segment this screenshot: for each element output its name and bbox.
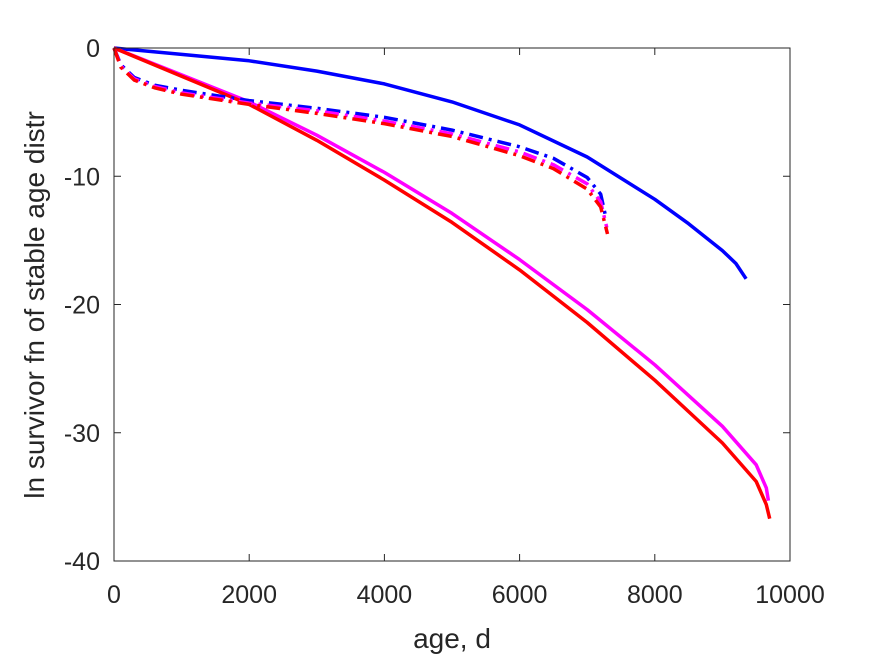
y-tick-label: -40 xyxy=(64,548,100,576)
x-tick-label: 8000 xyxy=(627,581,683,609)
x-tick-label: 10000 xyxy=(755,581,825,609)
series-layer xyxy=(112,46,772,520)
x-tick-label: 4000 xyxy=(357,581,413,609)
series-line-6-dashdot xyxy=(112,47,610,235)
y-tick-label: -20 xyxy=(64,292,100,320)
x-tick-label: 0 xyxy=(107,581,121,609)
ticks-layer: 0 2000 4000 6000 8000 10000 -40 -30 -20 -10 0 xyxy=(64,35,825,609)
x-tick-label: 6000 xyxy=(492,581,548,609)
y-tick-label: -30 xyxy=(64,420,100,448)
y-tick-label: 0 xyxy=(86,35,100,63)
series-line-1-solid xyxy=(113,46,748,280)
x-axis-label: age, d xyxy=(413,623,491,654)
x-tick-label: 2000 xyxy=(221,581,277,609)
y-axis-label: ln survivor fn of stable age distr xyxy=(19,111,50,499)
y-tick-label: -10 xyxy=(64,163,100,191)
series-line-5-dashdot xyxy=(112,47,609,229)
plot-area xyxy=(114,48,790,561)
